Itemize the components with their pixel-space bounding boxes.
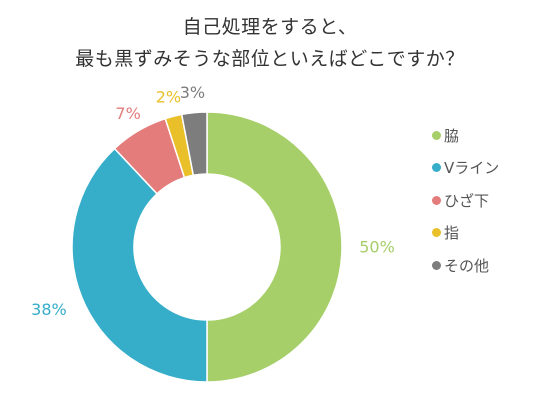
legend-label: ひざ下 [444,191,490,210]
legend-marker [432,260,441,270]
legend-label: 脇 [444,126,460,145]
legend-label: その他 [444,256,490,275]
slice-armpit [206,111,343,383]
chart-legend: 脇 Vライン ひざ下 指 その他 [432,124,499,287]
legend-item-v-line: Vライン [432,157,499,179]
value-label-v-line: 38% [31,300,67,319]
legend-marker [432,163,441,172]
legend-label: 指 [444,224,460,242]
chart-title-line-1: 自己処理をすると、 [182,16,358,38]
legend-label: Vライン [444,159,500,177]
legend-item-armpit: 脇 [432,124,499,146]
value-label-below-knee: 7% [115,104,140,123]
donut-slices [71,111,343,383]
slice-v-line [71,147,208,383]
slice-value-labels: 50% 38% 7% 2%3% [31,83,395,319]
legend-marker [432,228,441,237]
legend-item-below-knee: ひざ下 [432,189,499,211]
value-label-finger: 2% [156,87,181,106]
legend-item-finger: 指 [432,222,499,244]
legend-item-other: その他 [432,254,499,276]
value-label-armpit: 50% [359,238,395,257]
chart-title-line-2: 最も黒ずみそうな部位といえばどこですか？ [75,48,465,70]
value-label-other: 3% [180,83,205,102]
legend-marker [432,130,441,140]
legend-marker [432,195,441,205]
slice-other [180,111,208,177]
